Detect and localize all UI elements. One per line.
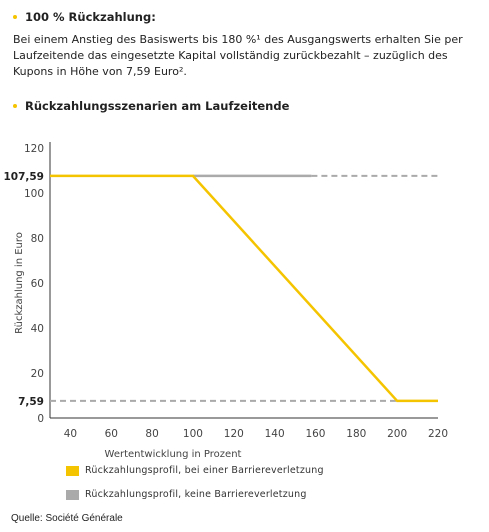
source-note: Quelle: Société Générale [11,513,123,524]
x-tick-label: 220 [428,428,448,440]
bullet-icon [13,104,17,108]
y-tick-label: 100 [24,188,44,200]
y-tick-label: 40 [31,323,44,335]
x-tick-label: 100 [183,428,203,440]
legend-label-no-barrier-breach: Rückzahlungsprofil, keine Barriereverlet… [85,489,307,500]
x-tick-label: 120 [224,428,244,440]
x-tick-label: 160 [305,428,325,440]
y-highlight-label: 107,59 [3,171,44,183]
section-title-scenarios: Rückzahlungsszenarien am Laufzeitende [25,99,290,113]
section-heading-redemption: 100 % Rückzahlung: [13,10,156,24]
redemption-chart: 0 20 40 60 80 100 120 107,59 7,59 40 60 80 100 120 140… [3,142,448,460]
legend-label-barrier-breach: Rückzahlungsprofil, bei einer Barriereve… [85,465,324,476]
x-tick-label: 60 [105,428,118,440]
x-tick-label: 180 [346,428,366,440]
x-tick-label: 200 [387,428,407,440]
legend-swatch-yellow [66,465,79,476]
y-axis-title: Rückzahlung in Euro [14,232,25,334]
y-tick-label: 120 [24,143,44,155]
bullet-icon [13,15,17,19]
y-tick-label: 20 [31,368,44,380]
y-highlight-label: 7,59 [18,396,44,408]
section-heading-scenarios: Rückzahlungsszenarien am Laufzeitende [13,99,289,113]
series-line-barrier-breach [50,174,438,403]
x-tick-label: 80 [145,428,158,440]
legend-item-barrier-breach: Rückzahlungsprofil, bei einer Barriereve… [66,465,324,476]
legend-swatch-gray [66,489,79,500]
y-tick-label: 80 [31,233,44,245]
y-tick-label: 0 [37,413,44,425]
redemption-description: Bei einem Anstieg des Basiswerts bis 180… [13,33,463,78]
x-axis-title: Wertentwicklung in Prozent [105,449,242,460]
x-tick-label: 140 [265,428,285,440]
x-tick-label: 40 [64,428,77,440]
legend-item-no-barrier-breach: Rückzahlungsprofil, keine Barriereverlet… [66,489,307,500]
y-tick-label: 60 [31,278,44,290]
section-title-redemption: 100 % Rückzahlung: [25,10,156,24]
